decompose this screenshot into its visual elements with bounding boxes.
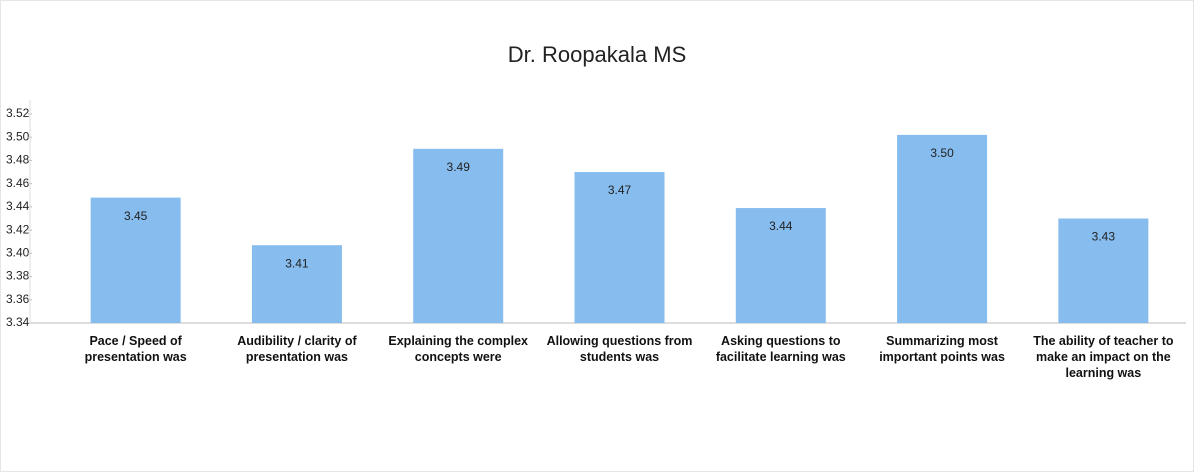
value-label: 3.41	[285, 256, 309, 270]
y-tick-label: 3.42	[6, 222, 30, 236]
y-tick-label: 3.52	[6, 106, 30, 120]
bar	[90, 197, 181, 323]
bar	[897, 134, 988, 323]
x-tick-label: Pace / Speed of presentation was	[84, 334, 187, 364]
x-tick-label: Summarizing most important points was	[879, 334, 1005, 364]
y-tick-label: 3.40	[6, 246, 30, 260]
x-tick-label: Explaining the complex concepts were	[388, 334, 529, 364]
x-tick-label: The ability of teacher to make an impact…	[1033, 334, 1174, 380]
bar	[251, 245, 342, 323]
y-tick-label: 3.34	[6, 315, 30, 329]
x-tick-label: Allowing questions from students was	[546, 334, 693, 364]
y-tick-label: 3.36	[6, 292, 30, 306]
bar	[735, 208, 826, 323]
x-tick-label: Audibility / clarity of presentation was	[237, 334, 357, 364]
y-tick-label: 3.46	[6, 176, 30, 190]
value-label: 3.44	[769, 219, 793, 233]
value-label: 3.43	[1092, 230, 1116, 244]
y-tick-label: 3.50	[6, 129, 30, 143]
bar	[413, 148, 504, 323]
chart-title: Dr. Roopakala MS	[508, 42, 687, 67]
bar	[1058, 218, 1149, 323]
y-tick-label: 3.38	[6, 269, 30, 283]
value-label: 3.45	[124, 209, 148, 223]
value-label: 3.49	[447, 160, 471, 174]
value-label: 3.50	[930, 146, 954, 160]
value-label: 3.47	[608, 183, 632, 197]
bar	[574, 172, 665, 323]
y-tick-label: 3.48	[6, 153, 30, 167]
x-tick-label: Asking questions to facilitate learning …	[715, 334, 846, 364]
y-tick-label: 3.44	[6, 199, 30, 213]
